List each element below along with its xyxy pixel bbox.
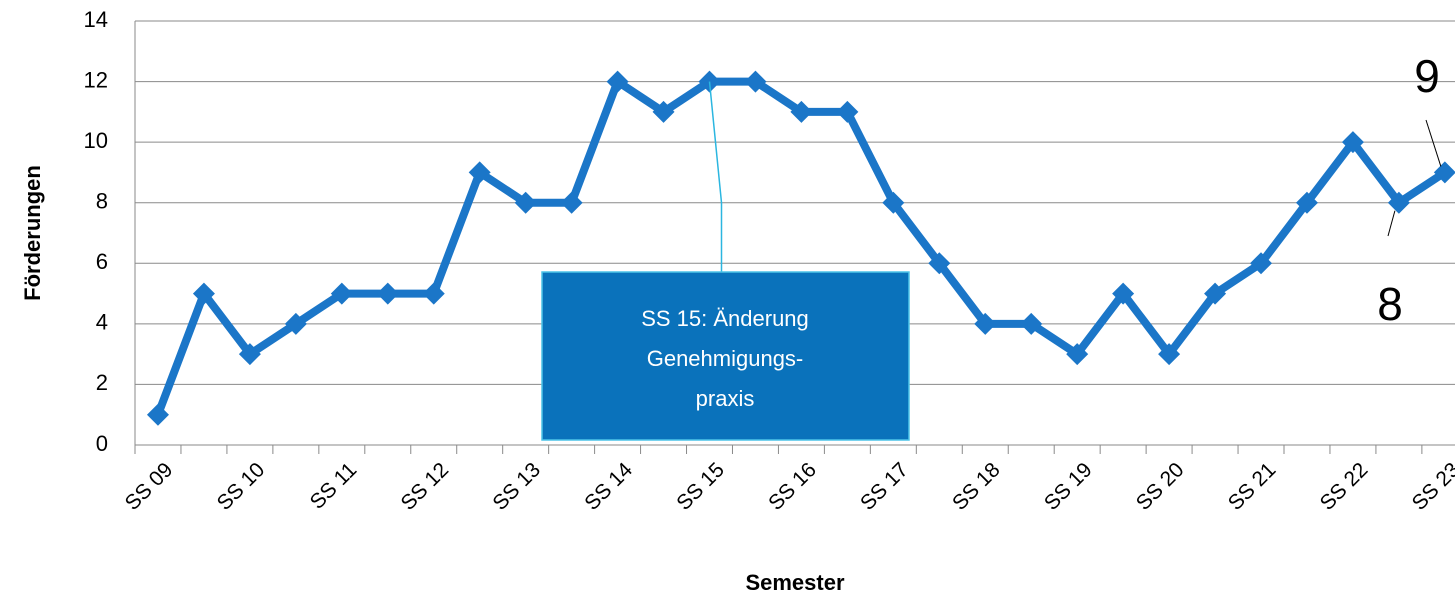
y-tick-label: 8 xyxy=(96,189,108,214)
x-tick-label: SS 15 xyxy=(672,458,729,515)
marker xyxy=(146,403,169,426)
callout-text: SS 15: Änderung xyxy=(641,306,809,331)
y-axis-title: Förderungen xyxy=(20,165,45,301)
leader-line xyxy=(1387,210,1396,237)
marker xyxy=(1112,282,1135,305)
data-label: 8 xyxy=(1377,278,1403,330)
marker xyxy=(238,343,261,366)
x-tick-label: SS 17 xyxy=(856,458,913,515)
marker xyxy=(560,191,583,214)
x-tick-label: SS 23 xyxy=(1408,458,1455,515)
x-tick-label: SS 19 xyxy=(1040,458,1097,515)
callout-text: praxis xyxy=(696,386,755,411)
y-tick-label: 12 xyxy=(84,67,108,92)
y-tick-label: 0 xyxy=(96,431,108,456)
marker xyxy=(468,161,491,184)
y-tick-label: 14 xyxy=(84,7,108,32)
x-tick-label: SS 22 xyxy=(1316,458,1373,515)
y-tick-label: 10 xyxy=(84,128,108,153)
callout-line xyxy=(708,81,723,272)
callout-box xyxy=(541,271,910,441)
x-tick-label: SS 10 xyxy=(213,458,270,515)
x-tick-label: SS 14 xyxy=(580,458,637,515)
marker xyxy=(1341,131,1364,154)
marker xyxy=(1250,252,1273,275)
x-tick-label: SS 18 xyxy=(948,458,1005,515)
marker xyxy=(836,100,859,123)
data-label: 9 xyxy=(1414,50,1440,102)
marker xyxy=(652,100,675,123)
x-tick-label: SS 13 xyxy=(488,458,545,515)
marker xyxy=(422,282,445,305)
x-tick-label: SS 12 xyxy=(396,458,453,515)
x-tick-label: SS 11 xyxy=(306,458,362,514)
y-tick-label: 4 xyxy=(96,310,108,335)
marker xyxy=(606,70,629,93)
x-tick-label: SS 09 xyxy=(121,458,178,515)
marker xyxy=(514,191,537,214)
marker xyxy=(192,282,215,305)
marker xyxy=(376,282,399,305)
x-tick-label: SS 20 xyxy=(1132,458,1189,515)
marker xyxy=(1158,343,1181,366)
marker xyxy=(1387,191,1410,214)
marker xyxy=(1204,282,1227,305)
marker xyxy=(284,312,307,335)
x-tick-label: SS 16 xyxy=(764,458,821,515)
callout-text: Genehmigungs- xyxy=(647,346,804,371)
y-tick-label: 2 xyxy=(96,370,108,395)
y-tick-label: 6 xyxy=(96,249,108,274)
x-tick-label: SS 21 xyxy=(1224,458,1281,515)
marker xyxy=(1433,161,1455,184)
leader-line xyxy=(1425,119,1442,167)
marker xyxy=(1020,312,1043,335)
marker xyxy=(330,282,353,305)
marker xyxy=(1295,191,1318,214)
marker xyxy=(974,312,997,335)
marker xyxy=(744,70,767,93)
marker xyxy=(1066,343,1089,366)
marker xyxy=(882,191,905,214)
x-axis-title: Semester xyxy=(745,570,845,595)
marker xyxy=(928,252,951,275)
marker xyxy=(790,100,813,123)
